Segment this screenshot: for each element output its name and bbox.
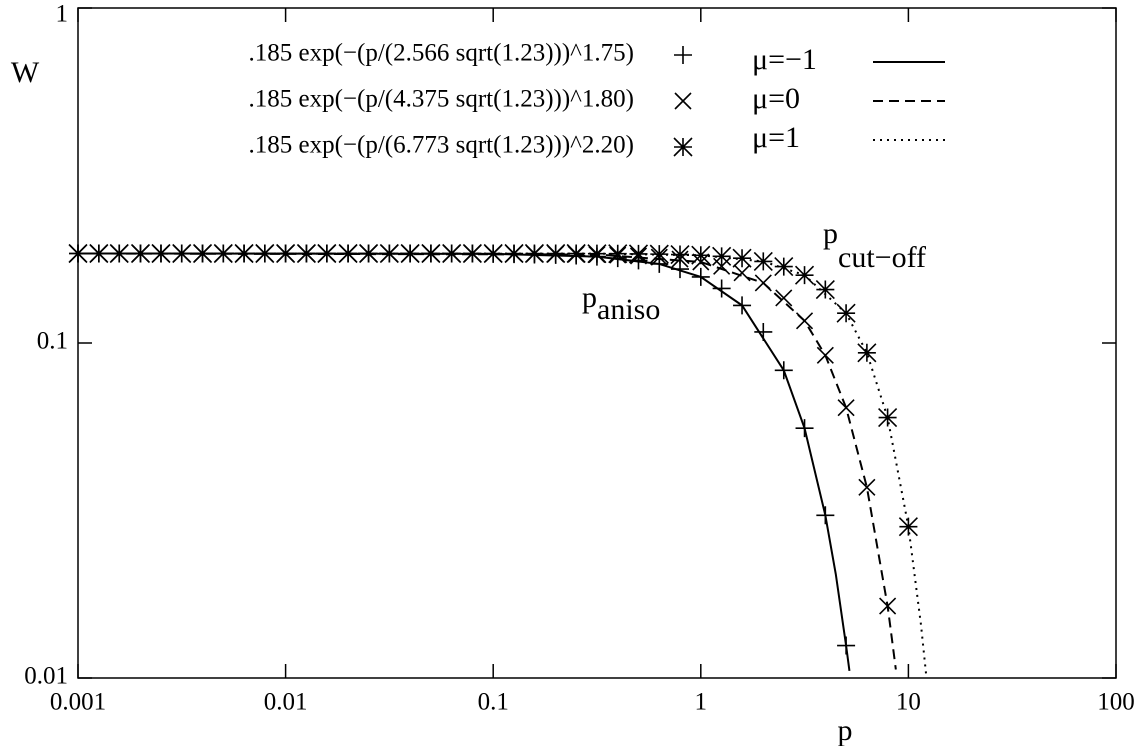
annotation-sub: cut−off: [838, 241, 926, 274]
y-axis-label: W: [11, 56, 40, 89]
annotation: paniso: [582, 281, 660, 326]
x-tick-label: 0.001: [50, 689, 106, 716]
legend-label: μ=−1: [752, 43, 817, 76]
marker: [68, 243, 88, 264]
line: [77, 252, 851, 672]
marker: [712, 279, 731, 298]
annotation-sub: aniso: [597, 293, 660, 326]
x-tick-label: 0.01: [264, 689, 308, 716]
legend-marker: [673, 137, 693, 157]
y-tick-label: 0.01: [24, 663, 68, 690]
legend-label: μ=1: [752, 121, 800, 154]
legend-label: .185 exp(−(p/(2.566 sqrt(1.23)))^1.75): [249, 40, 634, 67]
x-tick-label: 0.1: [478, 689, 509, 716]
marker: [878, 407, 898, 428]
legend-marker: [674, 92, 692, 110]
marker: [753, 251, 773, 271]
annotation-text: p: [582, 281, 597, 314]
y-tick-label: 0.1: [37, 328, 68, 355]
marker: [815, 279, 835, 300]
annotation-text: p: [823, 217, 838, 250]
legend-label: .185 exp(−(p/(6.773 sqrt(1.23)))^2.20): [249, 132, 634, 159]
line: [77, 252, 897, 670]
y-tick-label: 1: [56, 1, 69, 28]
marker: [712, 246, 732, 266]
marker: [691, 245, 711, 265]
marker: [857, 343, 877, 363]
marker: [775, 289, 793, 307]
legend-label: .185 exp(−(p/(4.375 sqrt(1.23)))^1.80): [249, 86, 634, 113]
x-tick-label: 100: [1097, 689, 1135, 716]
marker: [732, 248, 752, 268]
marker: [774, 257, 794, 277]
x-tick-label: 10: [896, 689, 921, 716]
x-tick-label: 1: [695, 689, 708, 716]
legend-marker: [674, 46, 692, 64]
line: [77, 252, 928, 677]
x-axis-label: p: [838, 714, 853, 746]
legend-label: μ=0: [752, 82, 800, 115]
annotation: pcut−off: [823, 217, 926, 274]
marker: [858, 478, 876, 496]
